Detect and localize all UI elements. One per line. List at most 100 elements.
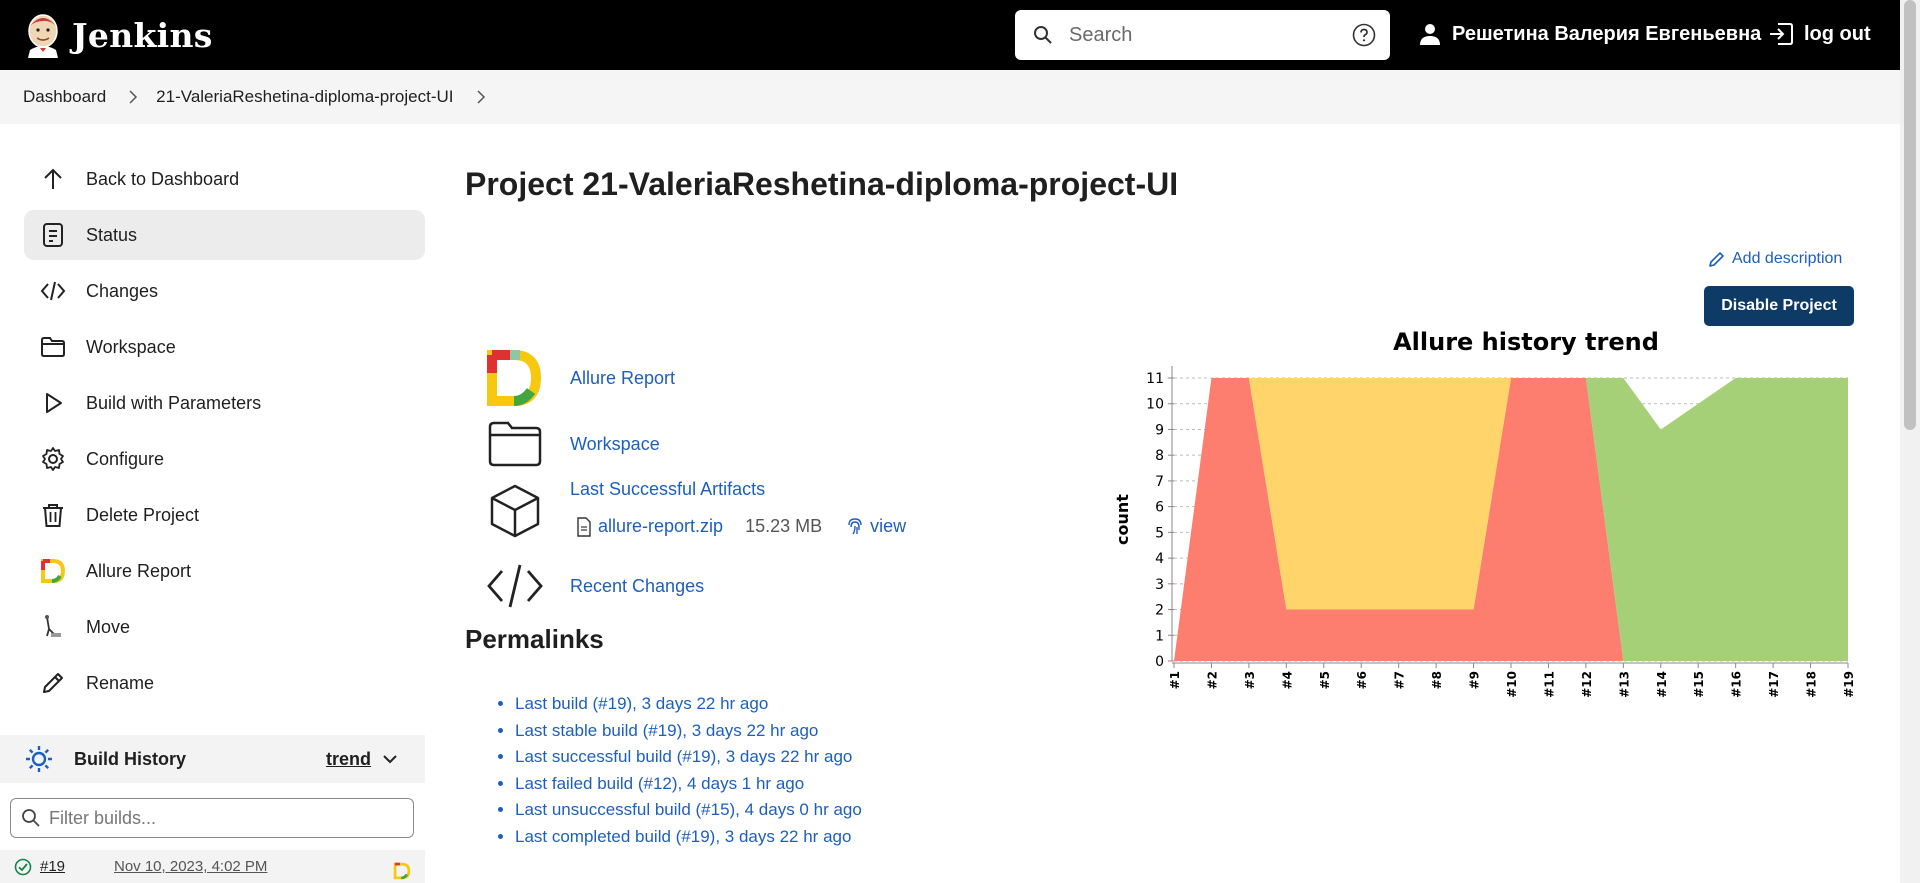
build-history-header: Build History trend	[0, 735, 425, 783]
user-name: Решетина Валерия Евгеньевна	[1452, 22, 1762, 45]
trend-link[interactable]: trend	[326, 748, 371, 769]
x-tick-label: #5	[1318, 671, 1332, 689]
allure-history-trend-chart[interactable]: Allure history trend count 0 1 2 3 4 5 6 7 8 9 10 11 #…	[1106, 322, 1866, 702]
fingerprint-icon[interactable]	[846, 517, 864, 537]
top-header: Jenkins Решетина Валерия Евгеньевна log …	[0, 0, 1900, 70]
breadcrumb-project[interactable]: 21-ValeriaReshetina-diploma-project-UI	[156, 87, 454, 106]
x-tick-label: #7	[1393, 671, 1407, 689]
x-tick-label: #17	[1767, 671, 1781, 698]
sidebar-item-allure-report[interactable]: Allure Report	[24, 546, 425, 596]
y-tick-label: 6	[1155, 500, 1164, 516]
pencil-icon	[1709, 252, 1724, 267]
x-tick-label: #11	[1542, 671, 1556, 698]
last-successful-artifacts-link[interactable]: Last Successful Artifacts	[570, 479, 766, 499]
status-document-icon	[43, 223, 63, 247]
allure-logo-icon	[487, 350, 542, 406]
sidebar-item-rename[interactable]: Rename	[24, 658, 425, 708]
sidebar-item-status[interactable]: Status	[24, 210, 425, 260]
build-row[interactable]: #19 Nov 10, 2023, 4:02 PM	[0, 850, 425, 883]
allure-logo-icon	[41, 559, 66, 583]
build-date-link[interactable]: Nov 10, 2023, 4:02 PM	[114, 858, 268, 875]
sidebar: Back to Dashboard Status Changes Workspa…	[24, 154, 425, 714]
y-tick-label: 9	[1155, 422, 1164, 438]
recent-changes-link-row[interactable]: Recent Changes	[485, 556, 704, 616]
last-successful-artifacts-row[interactable]: Last Successful Artifacts	[485, 479, 765, 541]
sidebar-item-label: Rename	[86, 672, 155, 693]
search-box[interactable]	[1015, 10, 1390, 60]
sidebar-item-back-to-dashboard[interactable]: Back to Dashboard	[24, 154, 425, 204]
build-history-title: Build History	[74, 748, 187, 769]
allure-report-link[interactable]: Allure Report	[570, 367, 676, 388]
scrollbar-thumb[interactable]	[1904, 0, 1916, 430]
series-area	[1174, 378, 1848, 661]
x-tick-label: #14	[1655, 671, 1669, 698]
workspace-link-row[interactable]: Workspace	[485, 414, 660, 474]
sidebar-item-build-with-parameters[interactable]: Build with Parameters	[24, 378, 425, 428]
recent-changes-link[interactable]: Recent Changes	[570, 575, 705, 596]
filter-builds-box[interactable]	[10, 798, 414, 838]
sidebar-item-label: Workspace	[86, 336, 176, 357]
permalinks-title: Permalinks	[465, 624, 604, 654]
search-input[interactable]	[1069, 23, 1339, 47]
sidebar-item-changes[interactable]: Changes	[24, 266, 425, 316]
jenkins-butler-icon	[28, 14, 58, 58]
artifact-file-link[interactable]: allure-report.zip	[598, 516, 724, 536]
allure-logo-icon[interactable]	[393, 862, 411, 880]
code-icon	[487, 564, 543, 608]
chevron-right-icon[interactable]	[128, 90, 138, 104]
sidebar-item-delete-project[interactable]: Delete Project	[24, 490, 425, 540]
add-description-link[interactable]: Add description	[1708, 250, 1842, 268]
disable-project-button[interactable]: Disable Project	[1704, 286, 1854, 326]
sidebar-item-label: Move	[86, 616, 131, 637]
search-icon	[22, 809, 40, 827]
move-icon	[45, 615, 61, 637]
artifact-view-link[interactable]: view	[870, 516, 907, 536]
page-scrollbar[interactable]	[1900, 0, 1920, 883]
x-tick-label: #18	[1805, 671, 1819, 698]
sidebar-item-configure[interactable]: Configure	[24, 434, 425, 484]
sidebar-item-move[interactable]: Move	[24, 602, 425, 652]
y-tick-label: 10	[1146, 397, 1164, 413]
artifact-entry: allure-report.zip 15.23 MB view	[576, 516, 906, 537]
logout-link[interactable]: log out	[1768, 21, 1871, 47]
x-tick-label: #1	[1168, 671, 1182, 689]
logout-label: log out	[1804, 22, 1871, 45]
folder-icon	[41, 337, 65, 357]
breadcrumb-dashboard[interactable]: Dashboard	[23, 87, 107, 106]
allure-report-link-row[interactable]: Allure Report	[485, 348, 675, 408]
x-tick-label: #16	[1730, 671, 1744, 698]
y-tick-label: 4	[1155, 551, 1164, 567]
permalink-item[interactable]: Last failed build (#12), 4 days 1 hr ago	[515, 774, 862, 801]
permalinks-list: Last build (#19), 3 days 22 hr ago Last …	[497, 694, 862, 853]
y-axis-label: count	[1113, 494, 1132, 545]
build-number-link[interactable]: #19	[40, 858, 66, 875]
x-tick-label: #4	[1280, 671, 1294, 689]
permalink-item[interactable]: Last completed build (#19), 3 days 22 hr…	[515, 827, 862, 854]
x-tick-label: #2	[1205, 671, 1219, 689]
trash-icon	[43, 504, 63, 527]
user-link[interactable]: Решетина Валерия Евгеньевна	[1418, 22, 1761, 46]
jenkins-logo[interactable]: Jenkins	[22, 12, 213, 58]
search-icon	[1034, 26, 1052, 44]
build-history-icon	[26, 746, 52, 772]
workspace-link[interactable]: Workspace	[570, 433, 660, 454]
permalink-item[interactable]: Last build (#19), 3 days 22 hr ago	[515, 694, 862, 721]
file-icon	[577, 516, 591, 537]
x-tick-label: #12	[1580, 671, 1594, 698]
package-icon	[490, 484, 540, 538]
x-tick-label: #10	[1505, 671, 1519, 698]
permalink-item[interactable]: Last stable build (#19), 3 days 22 hr ag…	[515, 721, 862, 748]
sidebar-item-label: Delete Project	[86, 504, 200, 525]
folder-icon	[488, 421, 542, 467]
sidebar-item-workspace[interactable]: Workspace	[24, 322, 425, 372]
help-icon[interactable]	[1352, 23, 1376, 47]
chart-title: Allure history trend	[1393, 328, 1659, 356]
x-tick-label: #9	[1468, 671, 1482, 689]
play-icon	[46, 393, 62, 413]
chevron-right-icon[interactable]	[476, 90, 486, 104]
permalink-item[interactable]: Last unsuccessful build (#15), 4 days 0 …	[515, 800, 862, 827]
chevron-down-icon[interactable]	[382, 753, 398, 765]
filter-builds-input[interactable]	[49, 807, 409, 829]
gear-icon	[42, 447, 64, 471]
permalink-item[interactable]: Last successful build (#19), 3 days 22 h…	[515, 747, 862, 774]
